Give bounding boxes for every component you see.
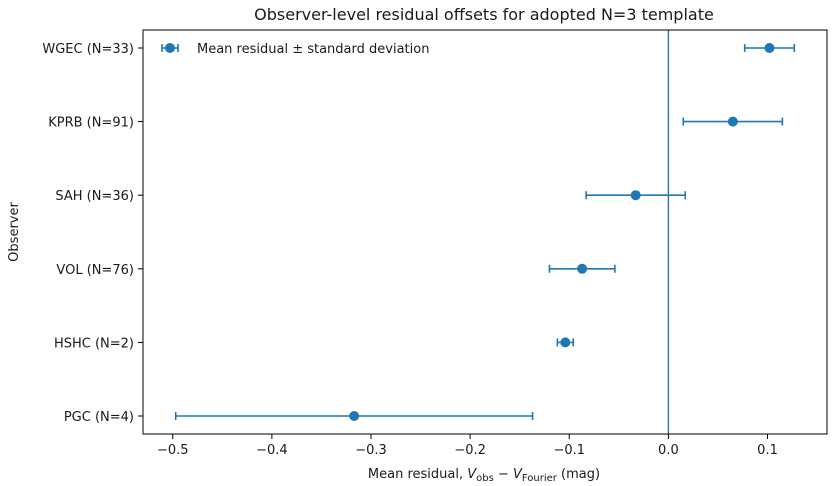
x-tick-label: −0.3 (355, 443, 387, 458)
data-point (631, 190, 641, 200)
x-tick-label: −0.4 (256, 443, 288, 458)
data-point (577, 264, 587, 274)
y-axis-ticks: WGEC (N=33) KPRB (N=91) SAH (N=36) VOL (N=7… (42, 42, 143, 425)
legend: Mean residual ± standard deviation (162, 42, 429, 57)
x-axis-label: Mean residual, Vobs − VFourier (mag) (368, 467, 600, 484)
y-tick-label: VOL (N=76) (56, 263, 134, 278)
plot-area (176, 30, 795, 434)
y-tick-label: SAH (N=36) (55, 189, 134, 204)
data-point (560, 337, 570, 347)
y-tick-label: HSHC (N=2) (54, 336, 134, 351)
x-axis-ticks: −0.5 −0.4 −0.3 −0.2 −0.1 0.0 0.1 (157, 434, 778, 458)
y-tick-label: WGEC (N=33) (42, 42, 134, 57)
x-tick-label: 0.1 (757, 443, 778, 458)
legend-entry-label: Mean residual ± standard deviation (197, 42, 429, 57)
data-point (765, 43, 775, 53)
y-tick-label: PGC (N=4) (64, 410, 134, 425)
y-axis-label: Observer (7, 202, 22, 262)
legend-marker-point (165, 43, 175, 53)
data-point (728, 117, 738, 127)
axes-frame (143, 30, 827, 434)
x-tick-label: −0.1 (553, 443, 585, 458)
x-tick-label: 0.0 (658, 443, 679, 458)
chart-title: Observer-level residual offsets for adop… (254, 5, 714, 24)
data-point (349, 411, 359, 421)
x-tick-label: −0.5 (157, 443, 189, 458)
x-tick-label: −0.2 (454, 443, 486, 458)
y-tick-label: KPRB (N=91) (48, 116, 134, 131)
